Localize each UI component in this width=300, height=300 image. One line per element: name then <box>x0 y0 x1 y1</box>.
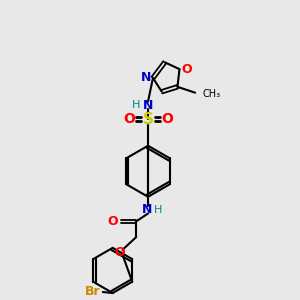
Text: N: N <box>143 99 153 112</box>
Text: Br: Br <box>85 285 101 298</box>
Text: N: N <box>142 203 152 216</box>
Text: S: S <box>142 112 154 127</box>
Text: O: O <box>181 63 192 76</box>
Text: O: O <box>114 246 125 259</box>
Text: O: O <box>123 112 135 126</box>
Text: N: N <box>141 71 151 85</box>
Text: O: O <box>161 112 172 126</box>
Text: H: H <box>132 100 140 110</box>
Text: H: H <box>154 205 162 214</box>
Text: CH₃: CH₃ <box>202 89 220 99</box>
Text: O: O <box>107 215 118 228</box>
